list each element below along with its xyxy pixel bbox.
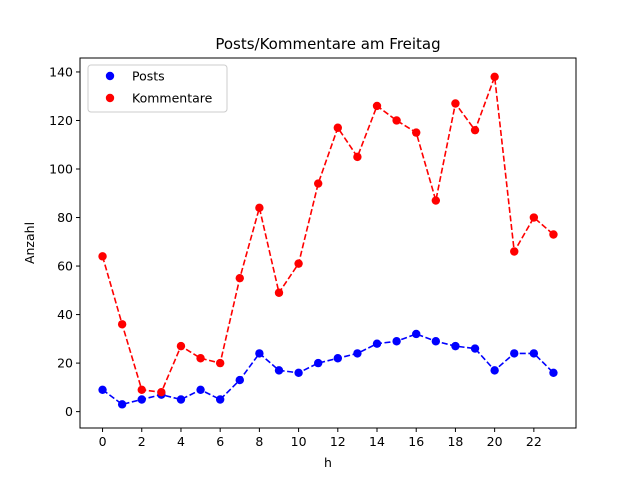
x-tick-label: 20 (487, 434, 503, 449)
data-point-posts (255, 349, 264, 358)
x-tick-label: 14 (369, 434, 385, 449)
x-tick-label: 6 (216, 434, 224, 449)
x-tick-label: 18 (447, 434, 463, 449)
data-point-kommentare (255, 203, 264, 213)
y-tick-label: 60 (57, 259, 73, 274)
data-point-kommentare (117, 320, 127, 329)
data-point-posts (137, 395, 146, 404)
data-point-kommentare (510, 247, 519, 256)
data-point-kommentare (490, 72, 499, 82)
data-point-kommentare (470, 125, 480, 135)
data-point-posts (470, 344, 480, 353)
data-point-posts (176, 395, 186, 404)
data-point-kommentare (98, 252, 107, 261)
y-tick-label: 120 (49, 113, 73, 128)
data-point-kommentare (274, 288, 284, 297)
y-axis-label: Anzahl (22, 222, 37, 264)
data-point-kommentare (196, 354, 205, 363)
data-point-kommentare (313, 179, 323, 188)
data-point-kommentare (294, 259, 303, 268)
y-tick-label: 40 (57, 307, 73, 322)
data-point-posts (274, 366, 284, 375)
x-axis: 0 2 4 6 8 10 12 14 16 18 20 22 (99, 428, 542, 449)
y-tick-label: 80 (57, 210, 73, 225)
data-point-posts (490, 366, 499, 375)
data-point-kommentare (451, 99, 460, 108)
data-point-posts (392, 337, 401, 346)
data-point-kommentare (392, 116, 401, 125)
data-point-posts (549, 368, 558, 378)
data-point-kommentare (412, 128, 421, 137)
data-point-posts (215, 395, 225, 404)
data-point-kommentare (157, 388, 166, 397)
data-point-posts (451, 341, 460, 351)
data-point-posts (313, 358, 323, 368)
y-axis: 0 20 40 60 80 100 120 140 (49, 64, 80, 419)
plot-frame (79, 57, 577, 429)
x-tick-label: 0 (99, 434, 107, 449)
y-tick-label: 140 (49, 64, 73, 79)
y-tick-label: 0 (65, 404, 73, 419)
data-point-posts (235, 375, 244, 385)
data-point-posts (196, 385, 205, 394)
data-point-posts (353, 349, 362, 358)
data-point-kommentare (549, 230, 558, 239)
data-point-posts (510, 349, 519, 358)
series-line-kommentare (101, 76, 554, 394)
data-point-kommentare (529, 213, 539, 222)
legend-box (87, 64, 228, 113)
legend-label-posts: Posts (132, 69, 165, 84)
data-point-kommentare (353, 152, 362, 162)
legend-marker-kommentare (105, 93, 115, 103)
data-point-posts (98, 385, 107, 394)
data-point-posts (529, 349, 539, 358)
chart-title: Posts/Kommentare am Freitag (215, 35, 440, 53)
y-tick-label: 20 (57, 356, 73, 371)
data-point-kommentare (215, 358, 225, 368)
data-point-posts (333, 354, 343, 363)
data-point-kommentare (333, 123, 343, 132)
data-point-posts (294, 368, 303, 378)
data-point-kommentare (431, 196, 441, 205)
x-axis-label: h (324, 455, 332, 470)
data-point-kommentare (137, 385, 146, 394)
series-layer (98, 72, 558, 409)
x-tick-label: 2 (138, 434, 146, 449)
x-tick-label: 12 (330, 434, 346, 449)
data-point-kommentare (235, 273, 244, 283)
x-tick-label: 8 (255, 434, 263, 449)
y-tick-label: 100 (49, 162, 73, 177)
x-tick-label: 22 (526, 434, 542, 449)
x-tick-label: 16 (408, 434, 424, 449)
legend-marker-posts (105, 71, 115, 81)
data-point-posts (412, 329, 421, 339)
x-tick-label: 4 (177, 434, 185, 449)
x-tick-label: 10 (291, 434, 307, 449)
legend: Posts Kommentare (87, 64, 228, 113)
data-point-posts (372, 339, 382, 348)
data-point-kommentare (372, 101, 382, 111)
legend-label-kommentare: Kommentare (132, 91, 213, 106)
plot-area (80, 58, 576, 428)
data-point-posts (117, 400, 127, 409)
data-point-kommentare (176, 341, 186, 351)
data-point-posts (431, 337, 441, 346)
